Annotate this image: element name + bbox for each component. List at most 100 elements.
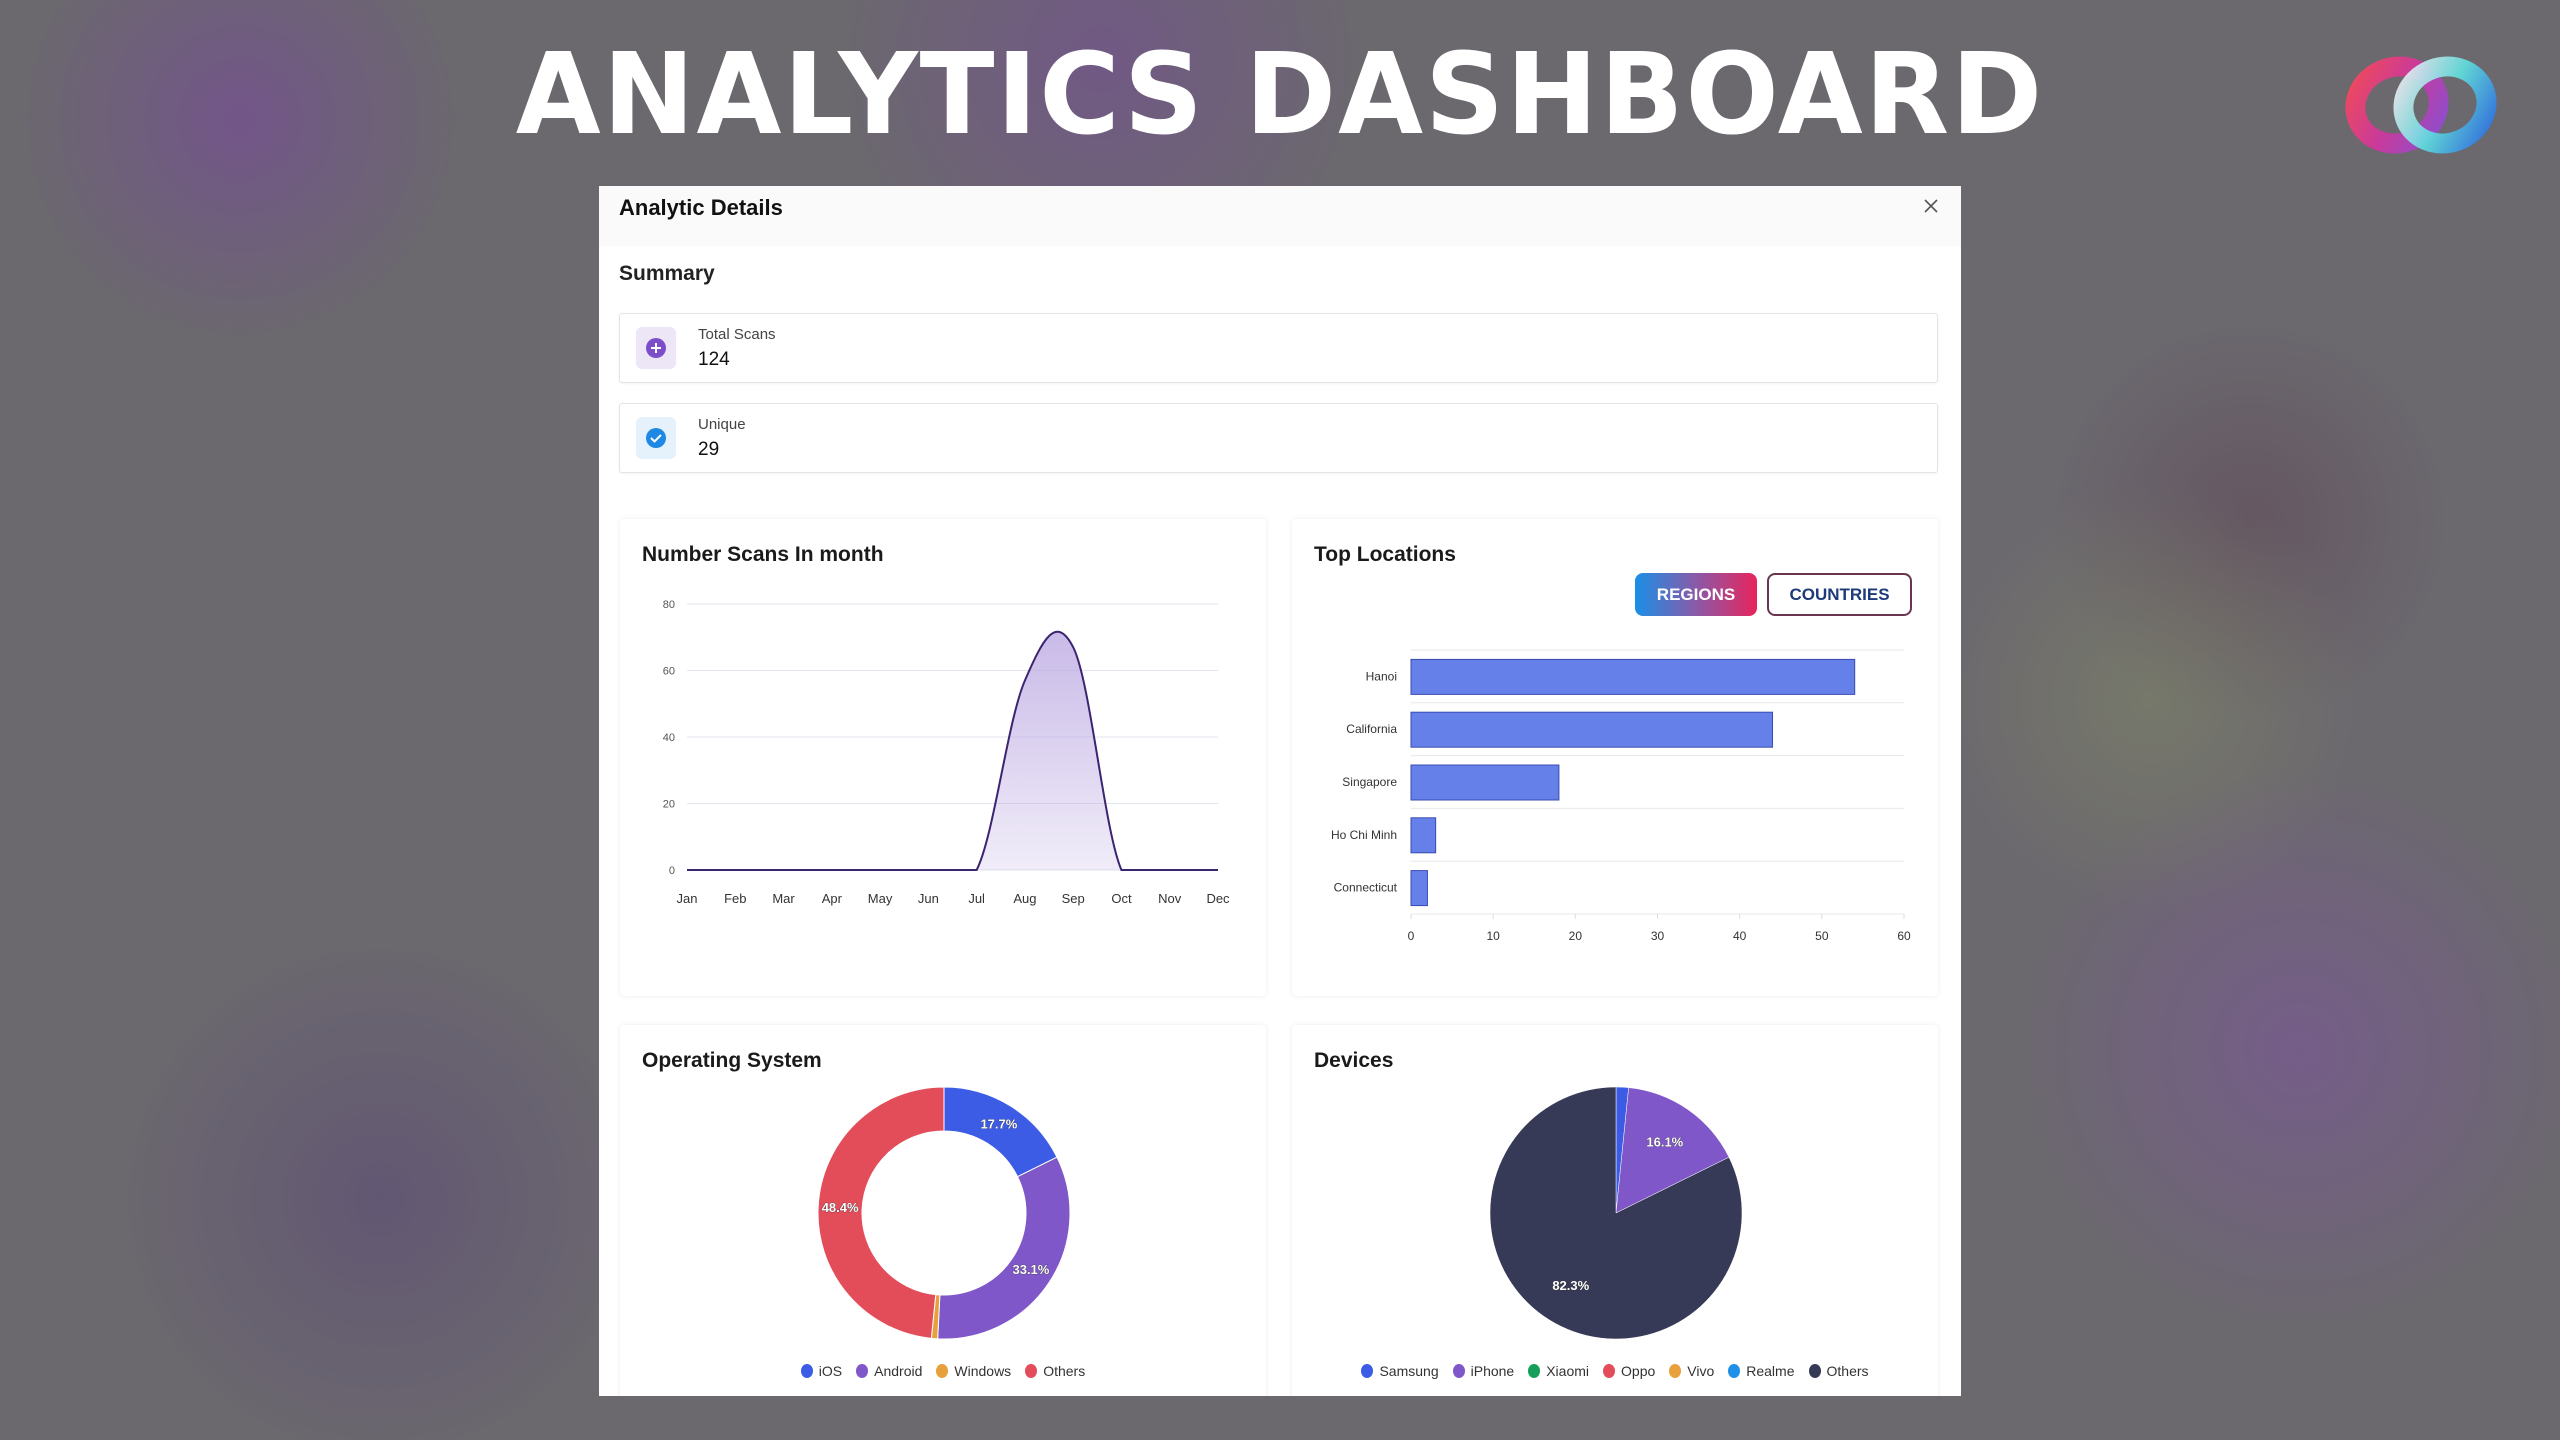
x-tick-label: 20 <box>1569 929 1583 943</box>
x-tick-label: May <box>868 891 893 906</box>
x-tick-label: Mar <box>772 891 795 906</box>
y-category-label: California <box>1346 722 1397 736</box>
legend-item-xiaomi[interactable]: Xiaomi <box>1528 1363 1589 1379</box>
legend-dot-icon <box>1669 1364 1682 1378</box>
y-tick-label: 40 <box>663 732 675 744</box>
legend-label: Samsung <box>1379 1363 1439 1379</box>
x-tick-label: Dec <box>1206 891 1230 906</box>
plus-circle-icon <box>636 327 676 369</box>
scans-area-chart: 0 20 40 60 80 Jan Feb Mar Apr May Jun Jul Aug Sep Oct N… <box>663 599 1230 906</box>
x-tick-label: 50 <box>1815 929 1829 943</box>
x-tick-label: Jun <box>918 891 939 906</box>
legend-item-oppo[interactable]: Oppo <box>1603 1363 1655 1379</box>
legend-dot-icon <box>1452 1364 1465 1378</box>
slice-android <box>937 1156 1071 1340</box>
x-tick-label: Jan <box>677 891 698 906</box>
slice-ios <box>943 1086 1058 1178</box>
x-tick-label: Nov <box>1158 891 1182 906</box>
top-locations-card: 0 10 20 30 40 50 60 Hanoi California Singapore Ho … <box>1292 519 1938 996</box>
os-donut-chart: 17.7% 33.1% 48.4% <box>817 1086 1071 1340</box>
stat-value: 124 <box>698 349 730 370</box>
legend-item-others[interactable]: Others <box>1025 1363 1085 1379</box>
legend-item-samsung[interactable]: Samsung <box>1361 1363 1439 1379</box>
x-tick-label: Feb <box>724 891 746 906</box>
unique-scans-card: Unique 29 <box>619 403 1938 473</box>
legend-item-realme[interactable]: Realme <box>1728 1363 1795 1379</box>
x-tick-label: 60 <box>1897 929 1911 943</box>
legend-label: Others <box>1826 1363 1869 1379</box>
total-scans-card: Total Scans 124 <box>619 313 1938 383</box>
legend-label: Others <box>1043 1363 1086 1379</box>
bar-singapore <box>1410 764 1560 801</box>
slice-value-label: 48.4% <box>822 1200 859 1215</box>
scans-per-month-card: 0 20 40 60 80 Jan Feb Mar Apr May Jun Jul Aug Sep Oct N… <box>620 519 1266 996</box>
x-tick-label: Oct <box>1111 891 1132 906</box>
y-category-label: Singapore <box>1342 775 1397 789</box>
modal-header: Analytic Details <box>599 186 1961 246</box>
slice-iphone <box>1615 1087 1730 1214</box>
check-circle-icon <box>636 417 676 459</box>
card-title: Top Locations <box>1314 543 1456 566</box>
brand-logo-icon <box>2345 56 2497 154</box>
stat-label: Unique <box>698 416 746 433</box>
legend-dot-icon <box>1528 1364 1541 1378</box>
legend-dot-icon <box>936 1364 949 1378</box>
x-tick-label: Sep <box>1062 891 1085 906</box>
slice-others <box>817 1086 945 1339</box>
page-headline: ANALYTICS DASHBOARD <box>515 30 2045 160</box>
card-title: Operating System <box>642 1049 822 1072</box>
x-tick-label: 40 <box>1733 929 1747 943</box>
y-tick-label: 80 <box>663 599 675 611</box>
close-icon[interactable] <box>1919 194 1943 218</box>
legend-label: iPhone <box>1470 1363 1515 1379</box>
stat-value: 29 <box>698 439 720 460</box>
legend-label: Windows <box>954 1363 1012 1379</box>
bar-hanoi <box>1410 658 1856 695</box>
legend-dot-icon <box>1603 1364 1616 1378</box>
bar-connecticut <box>1410 870 1428 907</box>
slice-value-label: 82.3% <box>1552 1278 1589 1293</box>
card-title: Devices <box>1314 1049 1394 1072</box>
legend-dot-icon <box>1728 1364 1741 1378</box>
stat-label: Total Scans <box>698 326 776 343</box>
devices-pie-chart: 16.1% 82.3% <box>1489 1086 1743 1340</box>
legend-dot-icon <box>1808 1364 1821 1378</box>
legend-dot-icon <box>1361 1364 1374 1378</box>
legend-item-android[interactable]: Android <box>856 1363 922 1379</box>
slice-value-label: 16.1% <box>1646 1135 1683 1150</box>
summary-heading: Summary <box>619 262 715 285</box>
devices-card: 16.1% 82.3% Devices Samsung iPhone Xiaomi Op… <box>1292 1025 1938 1396</box>
slice-value-label: 33.1% <box>1012 1262 1049 1277</box>
series-line <box>686 631 1218 872</box>
legend-item-windows[interactable]: Windows <box>936 1363 1011 1379</box>
x-tick-label: 0 <box>1408 929 1415 943</box>
legend-item-others[interactable]: Others <box>1808 1363 1869 1379</box>
card-title: Number Scans In month <box>642 543 884 566</box>
countries-toggle-button[interactable]: COUNTRIES <box>1767 573 1912 616</box>
modal-title: Analytic Details <box>619 195 783 220</box>
y-tick-label: 20 <box>663 799 675 811</box>
legend-label: Xiaomi <box>1546 1363 1590 1379</box>
legend-label: iOS <box>818 1363 843 1379</box>
legend-label: Android <box>874 1363 923 1379</box>
legend-item-vivo[interactable]: Vivo <box>1669 1363 1714 1379</box>
x-tick-label: Aug <box>1013 891 1036 906</box>
slice-others <box>1489 1086 1743 1340</box>
legend-item-ios[interactable]: iOS <box>800 1363 843 1379</box>
os-legend: iOS Android Windows Others <box>620 1363 1266 1379</box>
regions-toggle-button[interactable]: REGIONS <box>1635 573 1757 616</box>
slice-value-label: 17.7% <box>980 1117 1017 1132</box>
y-category-label: Ho Chi Minh <box>1331 828 1397 842</box>
y-category-label: Connecticut <box>1334 881 1398 895</box>
legend-label: Realme <box>1746 1363 1795 1379</box>
legend-item-iphone[interactable]: iPhone <box>1452 1363 1515 1379</box>
y-tick-label: 60 <box>663 666 675 678</box>
locations-bar-chart: 0 10 20 30 40 50 60 Hanoi California Singapore Ho … <box>1331 649 1911 943</box>
devices-legend: Samsung iPhone Xiaomi Oppo Vivo Realme Others <box>1292 1363 1938 1379</box>
legend-dot-icon <box>1025 1364 1038 1378</box>
y-tick-label: 0 <box>669 865 675 877</box>
legend-dot-icon <box>856 1364 869 1378</box>
legend-dot-icon <box>800 1364 813 1378</box>
x-tick-label: Apr <box>822 891 843 906</box>
x-tick-label: 10 <box>1486 929 1500 943</box>
